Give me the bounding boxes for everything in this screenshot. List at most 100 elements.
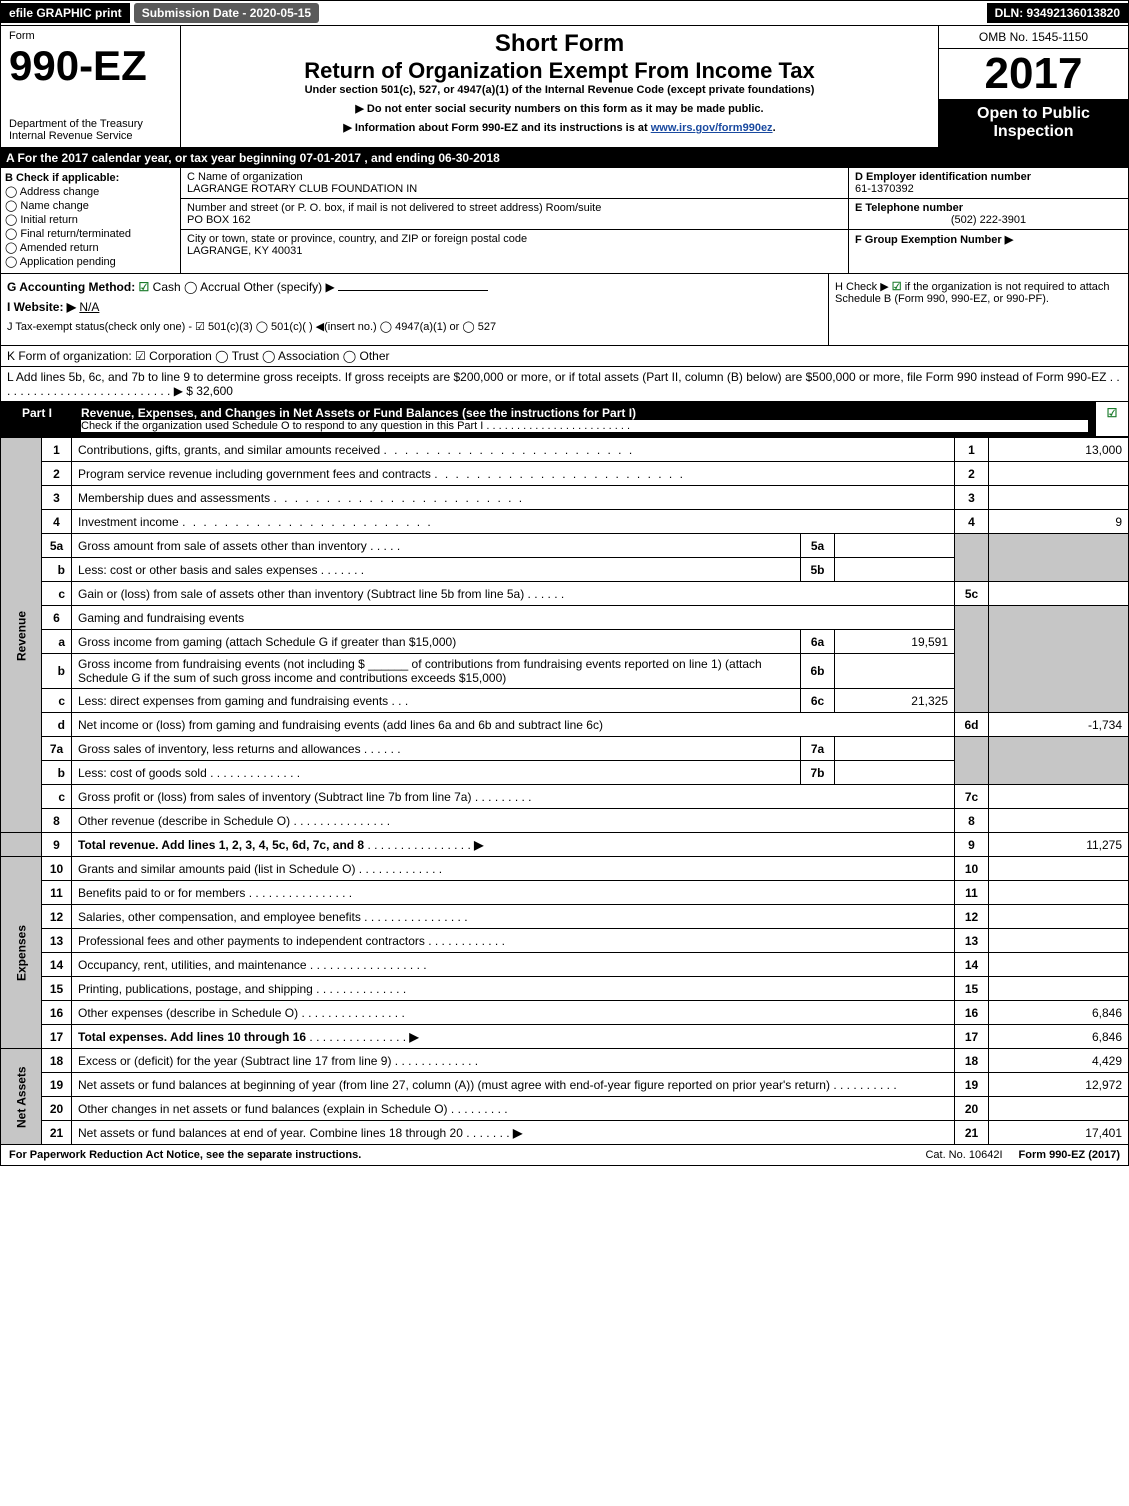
chk-final-return[interactable]: ◯ Final return/terminated <box>5 227 176 240</box>
line-9: 9 Total revenue. Add lines 1, 2, 3, 4, 5… <box>1 833 1129 857</box>
side-revenue: Revenue <box>1 438 42 833</box>
phone-value: (502) 222-3901 <box>855 214 1122 226</box>
top-bar: efile GRAPHIC print Submission Date - 20… <box>0 0 1129 26</box>
line-3: 3 Membership dues and assessments 3 <box>1 486 1129 510</box>
footer: For Paperwork Reduction Act Notice, see … <box>0 1145 1129 1166</box>
ein-value: 61-1370392 <box>855 183 914 195</box>
line-11: 11 Benefits paid to or for members . . .… <box>1 881 1129 905</box>
dept-treasury: Department of the Treasury <box>9 118 172 130</box>
line-15: 15 Printing, publications, postage, and … <box>1 977 1129 1001</box>
accounting-method: G Accounting Method: ☑ Cash ◯ Accrual Ot… <box>7 280 822 294</box>
chk-address-change[interactable]: ◯ Address change <box>5 185 176 198</box>
under-section: Under section 501(c), 527, or 4947(a)(1)… <box>185 84 934 96</box>
line-17: 17 Total expenses. Add lines 10 through … <box>1 1025 1129 1049</box>
col-b-checkboxes: B Check if applicable: ◯ Address change … <box>1 168 181 273</box>
org-addr-row: Number and street (or P. O. box, if mail… <box>181 199 848 230</box>
group-exemption-label: F Group Exemption Number ▶ <box>855 234 1013 246</box>
form-right-block: OMB No. 1545-1150 2017 Open to Public In… <box>938 26 1128 147</box>
open-line1: Open to Public <box>977 105 1090 122</box>
form-header: Form 990-EZ Department of the Treasury I… <box>0 26 1129 148</box>
part1-title-block: Revenue, Expenses, and Changes in Net As… <box>73 402 1096 436</box>
chk-initial-return[interactable]: ◯ Initial return <box>5 213 176 226</box>
submission-date: Submission Date - 2020-05-15 <box>134 3 319 23</box>
lines-table: Revenue 1 Contributions, gifts, grants, … <box>0 437 1129 1145</box>
col-b-title: B Check if applicable: <box>5 172 176 184</box>
org-name-value: LAGRANGE ROTARY CLUB FOUNDATION IN <box>187 183 842 195</box>
dln-label: DLN: 93492136013820 <box>987 3 1128 23</box>
org-addr-value: PO BOX 162 <box>187 214 842 226</box>
instruction-2: ▶ Information about Form 990-EZ and its … <box>185 121 934 134</box>
footer-mid: Cat. No. 10642I <box>369 1145 1010 1165</box>
tax-year: 2017 <box>939 49 1128 99</box>
part1-header: Part I Revenue, Expenses, and Changes in… <box>0 402 1129 437</box>
part1-label: Part I <box>1 402 73 436</box>
open-line2: Inspection <box>993 123 1073 140</box>
line-8: 8 Other revenue (describe in Schedule O)… <box>1 809 1129 833</box>
line-6: 6 Gaming and fundraising events <box>1 606 1129 630</box>
phone-row: E Telephone number (502) 222-3901 <box>849 199 1128 230</box>
row-l: L Add lines 5b, 6c, and 7b to line 9 to … <box>0 367 1129 402</box>
chk-name-change[interactable]: ◯ Name change <box>5 199 176 212</box>
line-1: Revenue 1 Contributions, gifts, grants, … <box>1 438 1129 462</box>
line-13: 13 Professional fees and other payments … <box>1 929 1129 953</box>
efile-print-label: efile GRAPHIC print <box>1 3 130 23</box>
org-city-label: City or town, state or province, country… <box>187 233 842 245</box>
col-de: D Employer identification number 61-1370… <box>848 168 1128 273</box>
line-14: 14 Occupancy, rent, utilities, and maint… <box>1 953 1129 977</box>
chk-application-pending[interactable]: ◯ Application pending <box>5 255 176 268</box>
footer-left: For Paperwork Reduction Act Notice, see … <box>1 1145 369 1165</box>
group-exemption-row: F Group Exemption Number ▶ <box>849 230 1128 249</box>
g-col: G Accounting Method: ☑ Cash ◯ Accrual Ot… <box>1 274 828 345</box>
line-2: 2 Program service revenue including gove… <box>1 462 1129 486</box>
org-name-row: C Name of organization LAGRANGE ROTARY C… <box>181 168 848 199</box>
part1-sub: Check if the organization used Schedule … <box>81 420 1088 432</box>
instr2-post: . <box>773 122 776 134</box>
line-5a: 5a Gross amount from sale of assets othe… <box>1 534 1129 558</box>
irs-link[interactable]: www.irs.gov/form990ez <box>651 122 773 134</box>
form-id-block: Form 990-EZ Department of the Treasury I… <box>1 26 181 147</box>
form-title-block: Short Form Return of Organization Exempt… <box>181 26 938 147</box>
line-10: Expenses 10 Grants and similar amounts p… <box>1 857 1129 881</box>
line-4: 4 Investment income 4 9 <box>1 510 1129 534</box>
info-grid: B Check if applicable: ◯ Address change … <box>0 168 1129 274</box>
org-city-row: City or town, state or province, country… <box>181 230 848 260</box>
website-label: I Website: ▶ <box>7 300 76 314</box>
phone-label: E Telephone number <box>855 202 963 214</box>
line-5c: c Gain or (loss) from sale of assets oth… <box>1 582 1129 606</box>
col-c-org-info: C Name of organization LAGRANGE ROTARY C… <box>181 168 848 273</box>
h-col: H Check ▶ ☑ if the organization is not r… <box>828 274 1128 345</box>
return-title: Return of Organization Exempt From Incom… <box>185 58 934 84</box>
row-k: K Form of organization: ☑ Corporation ◯ … <box>0 346 1129 367</box>
line-7c: c Gross profit or (loss) from sales of i… <box>1 785 1129 809</box>
short-form-title: Short Form <box>185 30 934 58</box>
line-18: Net Assets 18 Excess or (deficit) for th… <box>1 1049 1129 1073</box>
h-checkbox[interactable]: ☑ <box>892 281 902 293</box>
row-l-text: L Add lines 5b, 6c, and 7b to line 9 to … <box>7 370 1120 398</box>
line-7a: 7a Gross sales of inventory, less return… <box>1 737 1129 761</box>
line-19: 19 Net assets or fund balances at beginn… <box>1 1073 1129 1097</box>
line-16: 16 Other expenses (describe in Schedule … <box>1 1001 1129 1025</box>
website-value: N/A <box>79 300 99 314</box>
row-a-tax-year: A For the 2017 calendar year, or tax yea… <box>0 148 1129 168</box>
form-number: 990-EZ <box>9 42 172 90</box>
line-6d: d Net income or (loss) from gaming and f… <box>1 713 1129 737</box>
line-21: 21 Net assets or fund balances at end of… <box>1 1121 1129 1145</box>
org-name-label: C Name of organization <box>187 171 842 183</box>
line-12: 12 Salaries, other compensation, and emp… <box>1 905 1129 929</box>
omb-number: OMB No. 1545-1150 <box>939 26 1128 49</box>
org-city-value: LAGRANGE, KY 40031 <box>187 245 842 257</box>
website-row: I Website: ▶ N/A <box>7 300 822 314</box>
line-20: 20 Other changes in net assets or fund b… <box>1 1097 1129 1121</box>
part1-title: Revenue, Expenses, and Changes in Net As… <box>81 406 636 420</box>
h-pre: H Check ▶ <box>835 281 892 293</box>
side-net-assets: Net Assets <box>1 1049 42 1145</box>
footer-right: Form 990-EZ (2017) <box>1011 1145 1128 1165</box>
form-word: Form <box>9 30 172 42</box>
tax-exempt-status: J Tax-exempt status(check only one) - ☑ … <box>7 320 822 333</box>
part1-check[interactable]: ☑ <box>1096 402 1128 436</box>
chk-amended-return[interactable]: ◯ Amended return <box>5 241 176 254</box>
open-to-public: Open to Public Inspection <box>939 99 1128 147</box>
ein-label: D Employer identification number <box>855 171 1031 183</box>
side-expenses: Expenses <box>1 857 42 1049</box>
row-l-value: 32,600 <box>196 384 233 398</box>
